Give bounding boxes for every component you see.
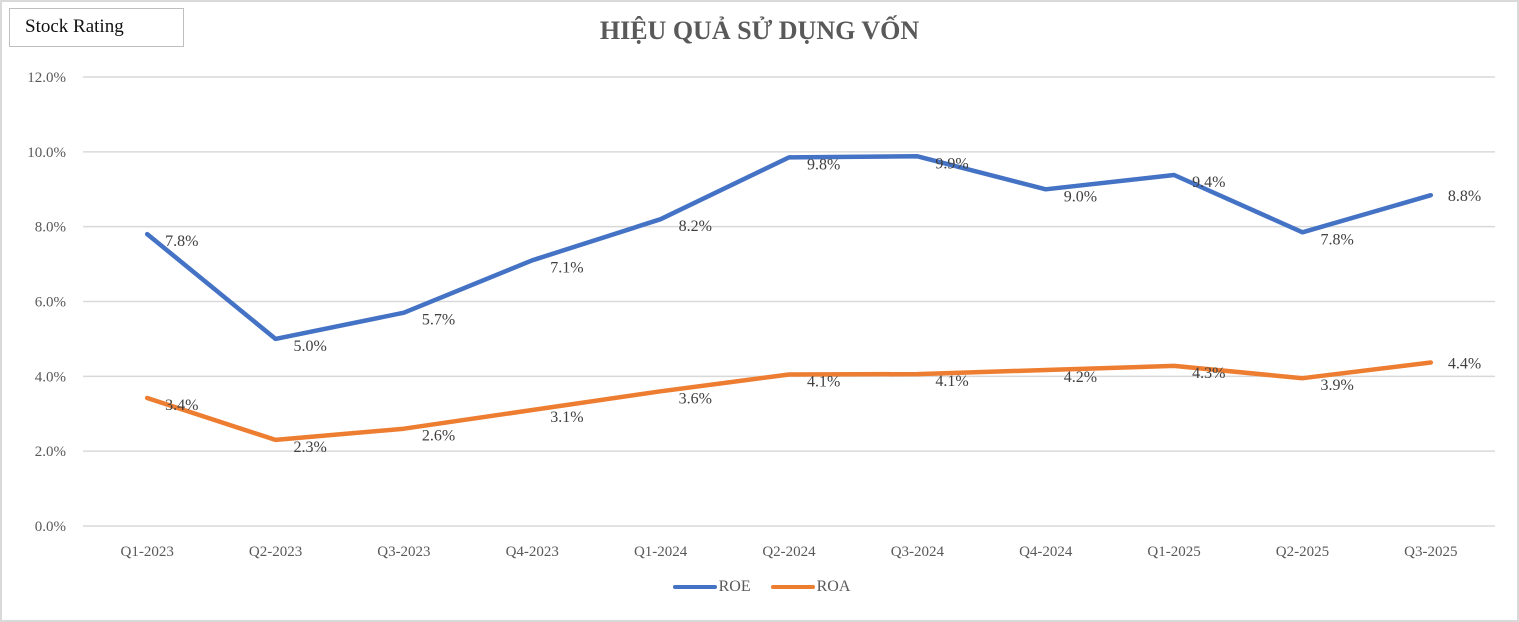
series-line-roe	[144, 154, 1434, 342]
gridlines	[83, 76, 1495, 527]
y-axis-ticks: 0.0% 2.0% 4.0% 6.0% 8.0% 10.0% 12.0%	[27, 70, 66, 535]
stock-rating-badge: Stock Rating	[9, 8, 184, 47]
x-tick-label: Q2-2025	[1276, 544, 1329, 560]
data-label-roa: 4.2%	[1064, 369, 1097, 386]
x-tick-label: Q3-2025	[1404, 544, 1457, 560]
y-tick-label: 6.0%	[35, 295, 66, 311]
legend-item-roa[interactable]: ROA	[770, 578, 851, 596]
x-tick-label: Q4-2023	[506, 544, 559, 560]
data-label-roe: 7.1%	[550, 259, 583, 276]
data-label-roa: 4.1%	[807, 373, 840, 390]
legend: ROE ROA	[0, 578, 1519, 596]
y-tick-label: 4.0%	[35, 369, 66, 385]
data-label-roa: 3.4%	[165, 397, 198, 414]
data-label-roa: 4.4%	[1448, 355, 1481, 372]
series-line-roa	[144, 360, 1434, 443]
data-label-roe: 8.2%	[679, 218, 712, 235]
legend-label-roe: ROE	[718, 578, 751, 595]
y-tick-label: 8.0%	[35, 220, 66, 236]
x-tick-label: Q2-2024	[762, 544, 816, 560]
y-tick-label: 2.0%	[35, 444, 66, 460]
x-tick-label: Q3-2024	[891, 544, 945, 560]
data-label-roa: 3.9%	[1320, 377, 1353, 394]
legend-item-roe[interactable]: ROE	[672, 578, 751, 596]
x-tick-label: Q4-2024	[1019, 544, 1073, 560]
data-label-roe: 5.0%	[294, 338, 327, 355]
data-label-roe: 9.4%	[1192, 174, 1225, 191]
data-label-roe: 9.9%	[935, 155, 968, 172]
y-tick-label: 0.0%	[35, 519, 66, 535]
x-tick-label: Q1-2024	[634, 544, 688, 560]
data-label-roe: 9.8%	[807, 156, 840, 173]
y-tick-label: 12.0%	[27, 70, 66, 86]
x-axis-ticks: Q1-2023 Q2-2023 Q3-2023 Q4-2023 Q1-2024 Q2-20…	[121, 544, 1458, 560]
legend-label-roa: ROA	[816, 578, 851, 595]
legend-swatch-roe	[672, 585, 717, 589]
data-label-roa: 2.6%	[422, 428, 455, 445]
x-tick-label: Q1-2025	[1147, 544, 1200, 560]
data-label-roa: 2.3%	[294, 439, 327, 456]
series-lines	[144, 154, 1434, 443]
data-label-roe: 8.8%	[1448, 188, 1481, 205]
x-tick-label: Q1-2023	[121, 544, 174, 560]
data-labels: 7.8% 5.0% 5.7% 7.1% 8.2% 9.8% 9.9% 9.0% 9.4% 7.8%…	[165, 155, 1481, 456]
data-label-roe: 7.8%	[165, 233, 198, 250]
chart-title: HIỆU QUẢ SỬ DỤNG VỐN	[599, 16, 920, 45]
y-tick-label: 10.0%	[27, 145, 66, 161]
x-tick-label: Q3-2023	[377, 544, 430, 560]
data-label-roa: 3.1%	[550, 409, 583, 426]
data-label-roa: 4.1%	[935, 373, 968, 390]
data-label-roe: 9.0%	[1064, 188, 1097, 205]
data-label-roe: 5.7%	[422, 312, 455, 329]
data-label-roa: 4.3%	[1192, 365, 1225, 382]
x-tick-label: Q2-2023	[249, 544, 302, 560]
data-label-roa: 3.6%	[679, 390, 712, 407]
data-label-roe: 7.8%	[1320, 231, 1353, 248]
legend-swatch-roa	[770, 585, 815, 589]
